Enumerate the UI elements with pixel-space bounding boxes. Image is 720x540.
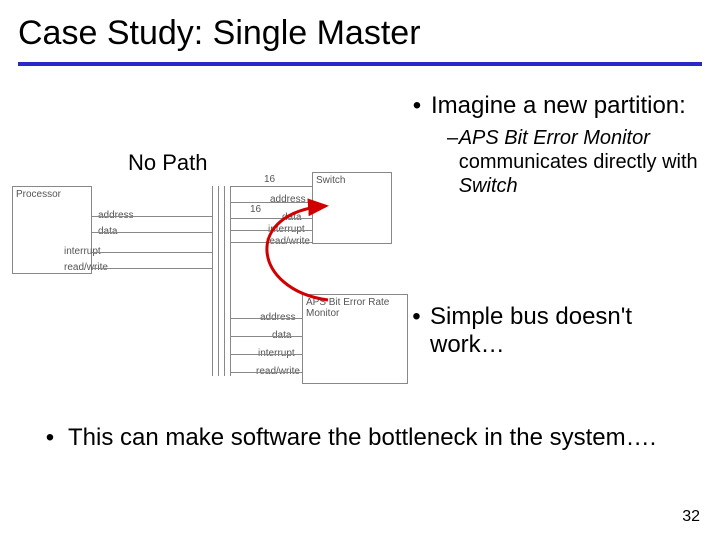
bullet-2-text: Simple bus doesn't work… (430, 303, 703, 359)
page-number: 32 (682, 508, 700, 526)
diagram-box-aps: APS Bit Error Rate Monitor (302, 294, 408, 384)
slide-title: Case Study: Single Master (18, 14, 421, 53)
diagram: Processor Switch APS Bit Error Rate Moni… (12, 172, 412, 412)
diagram-wire (218, 186, 219, 376)
diagram-width-16-b: 16 (250, 204, 261, 215)
diagram-wire (114, 216, 212, 217)
diagram-wire (114, 268, 212, 269)
diagram-wire (230, 230, 312, 231)
diagram-wire (114, 252, 212, 253)
subbullet-em-2: Switch (459, 175, 518, 197)
diagram-width-16-a: 16 (264, 174, 275, 185)
subbullet-em-1: APS Bit Error Monitor (459, 127, 650, 149)
diagram-wire (230, 202, 312, 203)
diagram-wire (230, 336, 302, 337)
diagram-box-processor: Processor (12, 186, 92, 274)
diagram-sig-switch-address: address (270, 194, 306, 205)
subbullet-txt-1: communicates directly with (459, 151, 698, 173)
diagram-wire (230, 372, 302, 373)
subbullet-marker: – (447, 126, 459, 150)
bullet-1: • Imagine a new partition: (403, 92, 703, 120)
bullet-marker: • (403, 92, 431, 120)
diagram-label-processor: Processor (16, 189, 61, 200)
diagram-label-aps: APS Bit Error Rate Monitor (306, 297, 404, 319)
diagram-wire (230, 218, 312, 219)
diagram-wire (114, 232, 212, 233)
diagram-wire (224, 186, 225, 376)
subbullet-1-text: APS Bit Error Monitor communicates direc… (459, 126, 703, 198)
diagram-wire (230, 354, 302, 355)
bullet-bottom: • This can make software the bottleneck … (32, 424, 692, 452)
bullet-bottom-text: This can make software the bottleneck in… (68, 424, 656, 452)
diagram-label-switch: Switch (316, 175, 345, 186)
diagram-wire (230, 186, 231, 376)
diagram-wire (92, 268, 114, 269)
diagram-wire (230, 186, 312, 187)
slide: Case Study: Single Master No Path • Imag… (0, 0, 720, 540)
diagram-wire (92, 232, 114, 233)
bullet-1-text: Imagine a new partition: (431, 92, 686, 120)
diagram-wire (92, 216, 114, 217)
title-rule (18, 62, 702, 66)
diagram-wire (92, 252, 114, 253)
diagram-wire (230, 242, 312, 243)
bullet-2: • Simple bus doesn't work… (403, 303, 703, 359)
subbullet-1: – APS Bit Error Monitor communicates dir… (447, 126, 703, 198)
diagram-wire (212, 186, 213, 376)
diagram-wire (230, 318, 302, 319)
bullet-group-top: • Imagine a new partition: – APS Bit Err… (403, 92, 703, 216)
bullet-marker: • (32, 424, 68, 452)
diagram-box-switch: Switch (312, 172, 392, 244)
